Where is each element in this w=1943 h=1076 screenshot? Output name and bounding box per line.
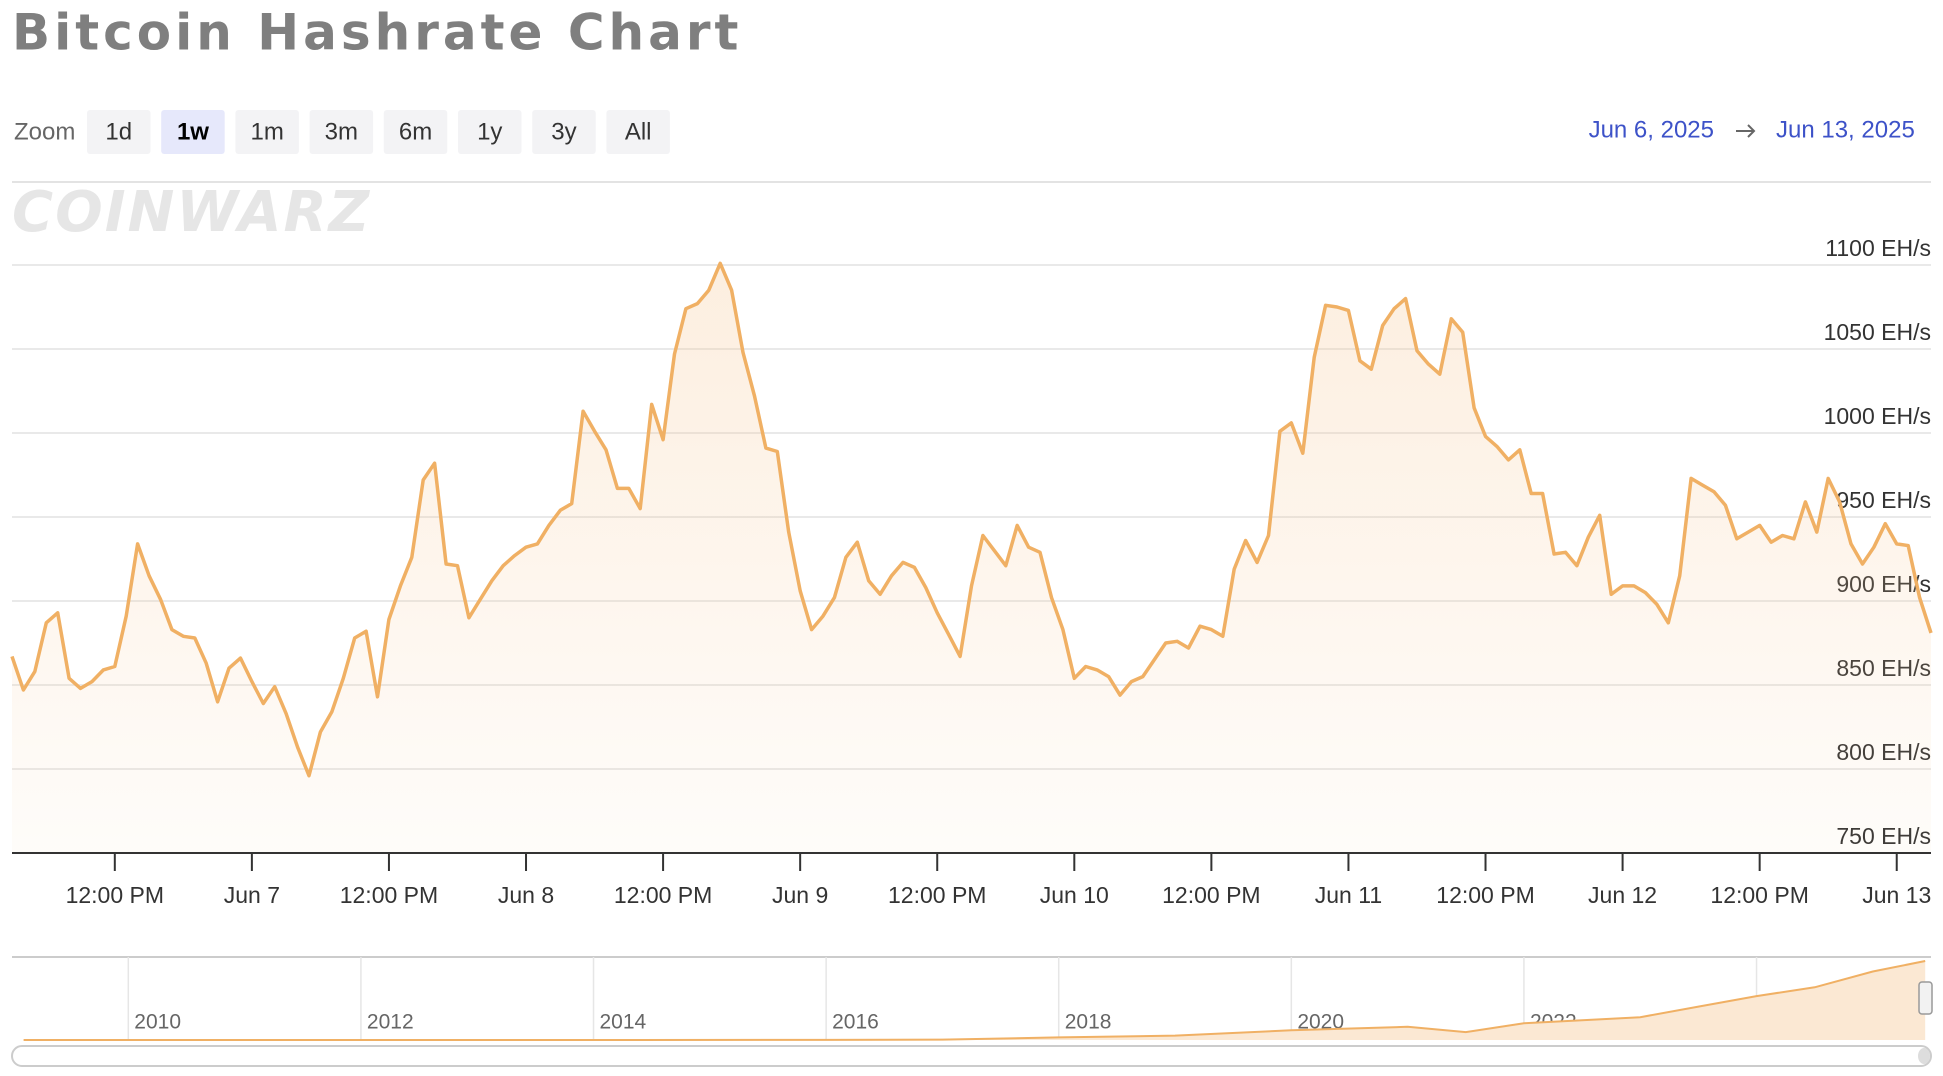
- y-tick-label: 950 EH/s: [1836, 487, 1931, 513]
- navigator-area: [23, 961, 1926, 1040]
- zoom-button-label[interactable]: All: [625, 118, 652, 145]
- x-tick-label: 12:00 PM: [66, 882, 164, 908]
- x-tick-label: 12:00 PM: [614, 882, 712, 908]
- scrollbar[interactable]: [11, 1045, 1932, 1067]
- x-tick-label: 12:00 PM: [1162, 882, 1260, 908]
- plot: 750 EH/s800 EH/s850 EH/s900 EH/s950 EH/s…: [10, 235, 1933, 908]
- zoom-button[interactable]: [532, 110, 596, 154]
- x-tick-label: Jun 13: [1862, 882, 1931, 908]
- area-fill: [12, 263, 1931, 853]
- navigator-line: [23, 960, 1926, 1041]
- zoom-label: Zoom: [14, 118, 75, 145]
- range-to[interactable]: Jun 13, 2025: [1776, 116, 1915, 143]
- x-tick-label: Jun 12: [1588, 882, 1657, 908]
- navigator-tick-label: 2018: [1065, 1011, 1112, 1034]
- x-tick-label: 12:00 PM: [1436, 882, 1534, 908]
- page-title: Bitcoin Hashrate Chart: [12, 4, 742, 62]
- navigator-handle[interactable]: [1918, 981, 1933, 1015]
- zoom-button[interactable]: [606, 110, 670, 154]
- watermark: COINWARZ: [12, 180, 371, 245]
- navigator-tick-label: 2014: [600, 1011, 647, 1034]
- x-tick-label: Jun 11: [1315, 882, 1382, 908]
- zoom-buttons: 1d 1w 1m 3m 6m 1y 3y All: [87, 110, 670, 154]
- zoom-button-label[interactable]: 1d: [105, 118, 132, 145]
- x-tick-label: Jun 8: [498, 882, 554, 908]
- zoom-button-label[interactable]: 3m: [325, 118, 358, 145]
- zoom-button[interactable]: [87, 110, 151, 154]
- navigator-tick-label: 2010: [134, 1011, 181, 1034]
- zoom-button-label[interactable]: 6m: [399, 118, 432, 145]
- navigator: 20102012201420162018202020222024: [11, 956, 1933, 1067]
- zoom-button[interactable]: [161, 110, 225, 154]
- zoom-button-label[interactable]: 1m: [250, 118, 283, 145]
- zoom-button-label[interactable]: 1w: [177, 118, 209, 145]
- y-tick-label: 1050 EH/s: [1824, 319, 1931, 345]
- zoom-button-label[interactable]: 1y: [477, 118, 502, 145]
- x-tick-label: 12:00 PM: [1710, 882, 1808, 908]
- range-arrow: [1736, 124, 1756, 138]
- range-from[interactable]: Jun 6, 2025: [1589, 116, 1714, 143]
- navigator-tick-label: 2020: [1297, 1011, 1344, 1034]
- navigator-tick-label: 2016: [832, 1011, 879, 1034]
- zoom-button[interactable]: [383, 110, 448, 154]
- zoom-button[interactable]: [235, 110, 299, 154]
- x-tick-label: Jun 7: [224, 882, 280, 908]
- x-tick-label: 12:00 PM: [888, 882, 986, 908]
- scrollbar-thumb[interactable]: [1918, 1048, 1930, 1064]
- zoom-button[interactable]: [309, 110, 374, 154]
- x-tick-label: 12:00 PM: [340, 882, 438, 908]
- zoom-button[interactable]: [458, 110, 522, 154]
- y-tick-label: 1100 EH/s: [1825, 235, 1931, 261]
- zoom-button-label[interactable]: 3y: [551, 118, 576, 145]
- y-tick-label: 1000 EH/s: [1824, 403, 1931, 429]
- line: [10, 261, 1933, 778]
- navigator-tick-label: 2012: [367, 1011, 414, 1034]
- x-tick-label: Jun 9: [772, 882, 828, 908]
- x-tick-label: Jun 10: [1040, 882, 1109, 908]
